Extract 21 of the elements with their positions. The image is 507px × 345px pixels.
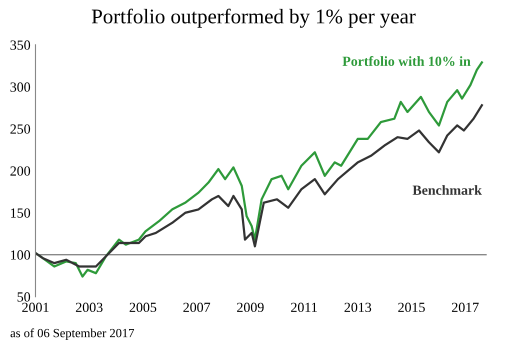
x-tick-label: 2017: [452, 302, 479, 312]
y-tick-label: 100: [11, 250, 30, 260]
text: as of 06 September 2017: [10, 328, 134, 340]
x-tick-label: 2015: [398, 302, 425, 312]
y-tick-label: 150: [11, 208, 30, 218]
y-tick-label: 350: [10, 40, 30, 50]
x-tick-label: 2003: [76, 302, 103, 312]
chart-title: Portfolio outperformed by 1% per year: [92, 8, 416, 28]
y-tick-label: 300: [10, 82, 30, 92]
x-tick-label: 2013: [344, 302, 372, 312]
x-tick-label: 2009: [237, 302, 264, 312]
text: Benchmark: [412, 185, 482, 195]
x-tick-label: 2005: [130, 302, 156, 312]
x-tick-label: 2001: [22, 302, 49, 312]
x-tick-label: 2011: [291, 302, 317, 312]
y-tick-label: 50: [18, 292, 30, 302]
series-label: Portfolio with 10% in: [342, 56, 471, 66]
y-tick-label: 250: [10, 124, 30, 134]
x-tick-label: 2007: [183, 302, 210, 312]
line-series: [35, 104, 483, 268]
y-tick-label: 200: [10, 166, 30, 176]
